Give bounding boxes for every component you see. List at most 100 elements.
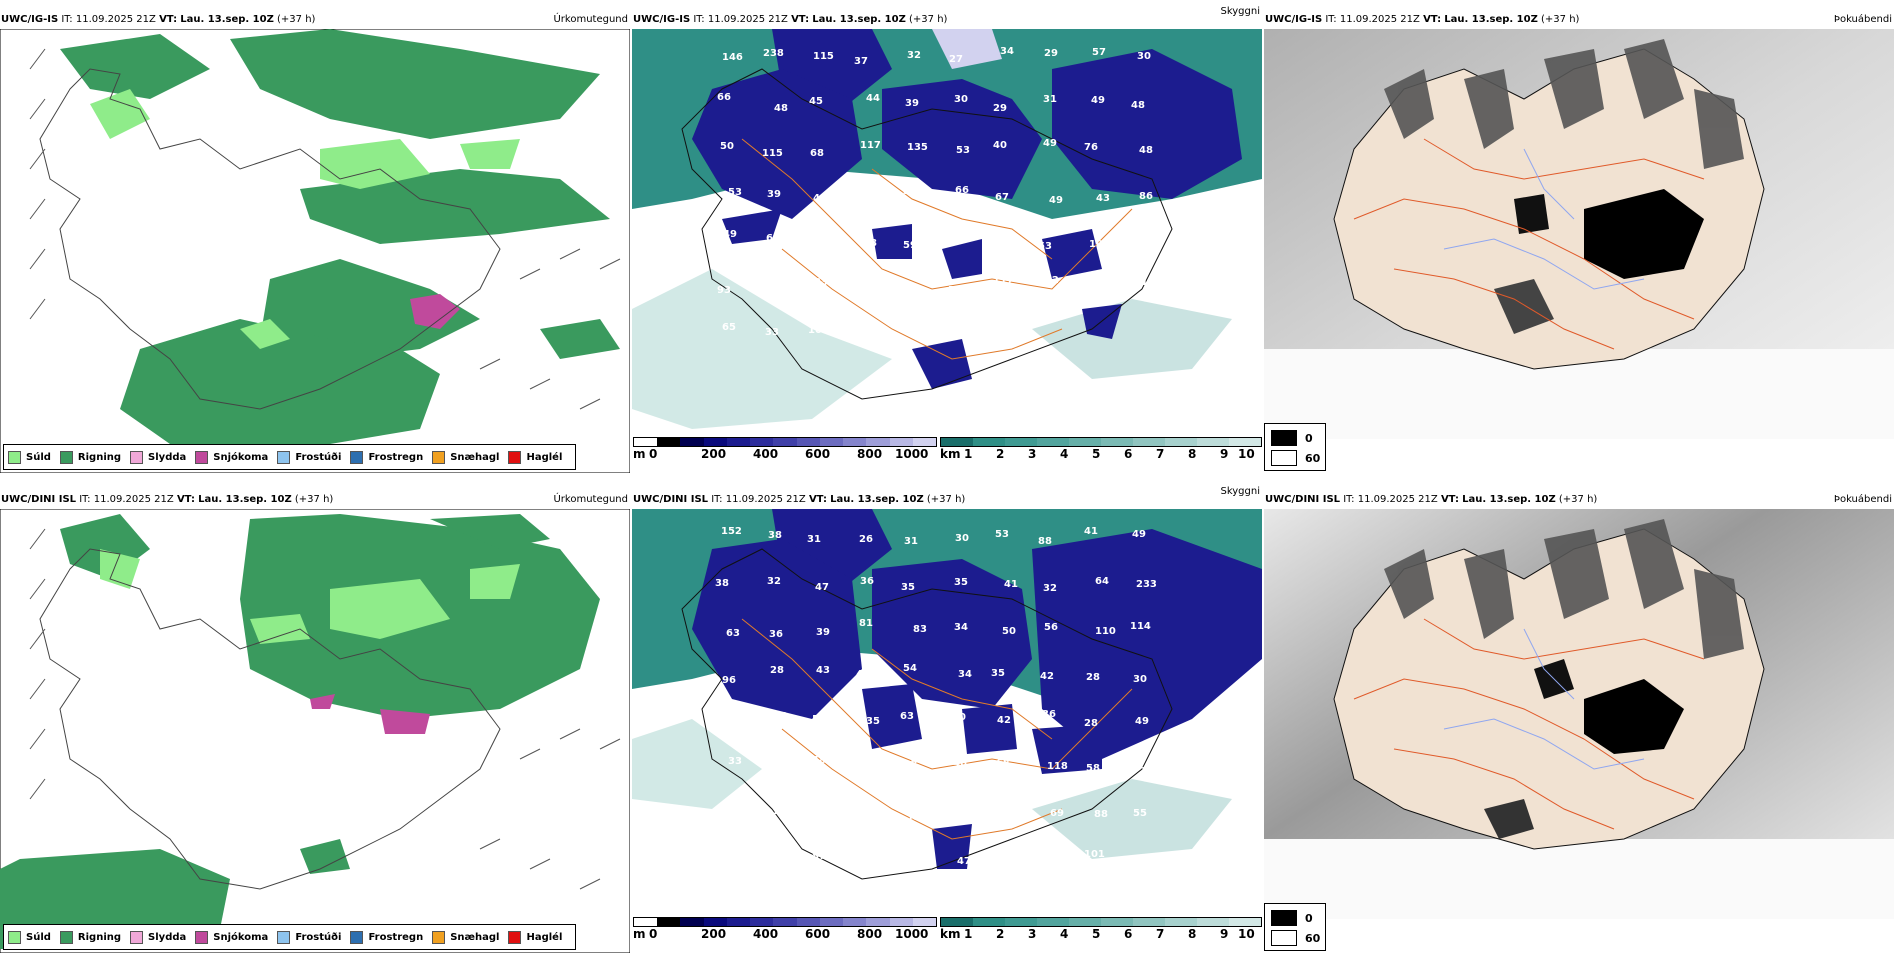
cloud-base-value: 49 bbox=[717, 856, 731, 867]
model-label: UWC/DINI ISL bbox=[1265, 494, 1341, 505]
fog-map[interactable] bbox=[1264, 509, 1894, 919]
cloud-base-value: 74 bbox=[773, 711, 787, 722]
cloud-base-value: 37 bbox=[854, 56, 868, 67]
model-label: UWC/IG-IS bbox=[1265, 14, 1323, 25]
cloud-base-value: 38 bbox=[715, 578, 729, 589]
cloud-base-value: 49 bbox=[1043, 138, 1057, 149]
cloud-base-value: 47 bbox=[957, 856, 971, 867]
legend-item: Súld bbox=[8, 450, 51, 464]
init-time: 11.09.2025 21Z bbox=[93, 494, 174, 505]
valid-time: Lau. 13.sep. 10Z bbox=[198, 494, 292, 505]
cloud-base-value: 135 bbox=[907, 142, 928, 153]
panel-header: UWC/IG-IS IT: 11.09.2025 21Z VT: Lau. 13… bbox=[632, 6, 1262, 29]
cloud-base-value: 152 bbox=[1038, 275, 1059, 286]
panel-title: Úrkomutegund bbox=[553, 14, 628, 25]
cloud-base-value: 207 bbox=[995, 803, 1016, 814]
cloud-base-value: 66 bbox=[955, 185, 969, 196]
cloud-base-value: 35 bbox=[1141, 766, 1155, 777]
panel-title: Úrkomutegund bbox=[553, 494, 628, 505]
cloud-base-value: 62 bbox=[766, 233, 780, 244]
cloud-base-value: 48 bbox=[812, 755, 826, 766]
cloud-base-value: 76 bbox=[1084, 142, 1098, 153]
cloud-base-value: 42 bbox=[855, 810, 869, 821]
lead-time: (+37 h) bbox=[1558, 494, 1598, 505]
legend-item: Slydda bbox=[130, 450, 186, 464]
cloud-base-value: 58 bbox=[1086, 763, 1100, 774]
cloud-base-value: 70 bbox=[952, 712, 966, 723]
cloud-base-panel-bottom: UWC/DINI ISL IT: 11.09.2025 21Z VT: Lau.… bbox=[632, 486, 1262, 953]
cloud-base-value: 49 bbox=[1135, 716, 1149, 727]
cloud-base-value: 238 bbox=[763, 48, 784, 59]
precip-map[interactable] bbox=[0, 29, 630, 473]
cloud-base-value: 36 bbox=[1134, 858, 1148, 869]
cloud-base-value: 133 bbox=[807, 277, 828, 288]
cloud-base-value: 115 bbox=[813, 51, 834, 62]
cloud-base-value: 26 bbox=[859, 534, 873, 545]
swatch-icon bbox=[350, 930, 364, 944]
precip-map[interactable] bbox=[0, 509, 630, 953]
fog-map[interactable] bbox=[1264, 29, 1894, 439]
cloud-base-colorbar bbox=[633, 437, 937, 447]
panel-header: UWC/IG-IS IT: 11.09.2025 21Z VT: Lau. 13… bbox=[1264, 11, 1894, 29]
cloud-base-value: 117 bbox=[860, 140, 881, 151]
cloud-base-value: 44 bbox=[910, 323, 924, 334]
valid-time: Lau. 13.sep. 10Z bbox=[180, 14, 274, 25]
cloud-base-value: 27 bbox=[949, 54, 963, 65]
swatch-icon bbox=[8, 930, 21, 944]
panel-title: Þokuábendi bbox=[1833, 14, 1892, 25]
cloud-base-value: 35 bbox=[991, 668, 1005, 679]
cloud-base-value: 110 bbox=[1095, 626, 1116, 637]
cloud-base-value: 43 bbox=[816, 665, 830, 676]
cloud-base-value: 32 bbox=[1043, 583, 1057, 594]
legend-item: Haglél bbox=[508, 450, 562, 464]
cloud-base-value: 34 bbox=[1000, 46, 1014, 57]
lead-time: (+37 h) bbox=[277, 14, 316, 25]
cloud-base-value: 46 bbox=[953, 758, 967, 769]
cloud-base-map[interactable]: 152 38 31 26 31 30 53 88 41 49 38 32 47 36 35 35 41 32 64 2… bbox=[632, 509, 1262, 919]
cloud-base-value: 30 bbox=[1137, 51, 1151, 62]
cloud-base-map[interactable]: 146 238 115 37 32 27 34 29 57 30 66 48 45 44 39 30 29 31 4… bbox=[632, 29, 1262, 439]
cloud-base-value: 45 bbox=[767, 758, 781, 769]
model-label: UWC/IG-IS bbox=[633, 14, 691, 25]
swatch-icon bbox=[432, 450, 446, 464]
cloud-base-value: 31 bbox=[723, 714, 737, 725]
cloud-base-value: 35 bbox=[866, 716, 880, 727]
cloud-base-value: 57 bbox=[1046, 852, 1060, 863]
panel-header: UWC/DINI ISL IT: 11.09.2025 21Z VT: Lau.… bbox=[632, 486, 1262, 509]
cloud-base-value: 28 bbox=[1086, 672, 1100, 683]
cloud-base-value: 47 bbox=[815, 582, 829, 593]
cloud-base-value: 43 bbox=[1096, 193, 1110, 204]
cloud-base-value: 53 bbox=[1038, 241, 1052, 252]
cloud-base-value: 31 bbox=[807, 534, 821, 545]
cloud-base-value: 83 bbox=[901, 852, 915, 863]
init-time: 11.09.2025 21Z bbox=[1339, 14, 1420, 25]
cloud-base-value: 159 bbox=[772, 806, 793, 817]
cloud-base-value: 54 bbox=[855, 764, 869, 775]
cloud-base-value: 40 bbox=[993, 140, 1007, 151]
cloud-base-value: 53 bbox=[812, 714, 826, 725]
cloud-base-value: 59 bbox=[948, 285, 962, 296]
cloud-base-value: 28 bbox=[1084, 718, 1098, 729]
cloud-base-value: 83 bbox=[913, 624, 927, 635]
cloud-base-value: 36 bbox=[860, 576, 874, 587]
panel-title: Skyggni bbox=[1220, 6, 1260, 17]
model-label: UWC/IG-IS bbox=[1, 14, 59, 25]
cloud-base-value: 100 bbox=[808, 325, 829, 336]
cloud-base-value: 36 bbox=[1042, 709, 1056, 720]
cloud-base-value: 49 bbox=[723, 229, 737, 240]
cloud-base-value: 50 bbox=[1002, 626, 1016, 637]
cloud-base-value: 30 bbox=[1133, 674, 1147, 685]
swatch-icon bbox=[195, 930, 209, 944]
lead-time: (+37 h) bbox=[909, 14, 948, 25]
cloud-base-value: 34 bbox=[958, 669, 972, 680]
swatch-icon bbox=[277, 450, 291, 464]
swatch-icon bbox=[508, 930, 522, 944]
swatch-icon bbox=[8, 450, 21, 464]
cloud-base-value: 87 bbox=[812, 851, 826, 862]
swatch-icon bbox=[1271, 450, 1297, 466]
cloud-base-value: 79 bbox=[1137, 235, 1151, 246]
cloud-base-value: 64 bbox=[1095, 576, 1109, 587]
fog-indicator-panel-top: UWC/IG-IS IT: 11.09.2025 21Z VT: Lau. 13… bbox=[1264, 11, 1894, 473]
cloud-base-value: 146 bbox=[722, 52, 743, 63]
cloud-base-value: 29 bbox=[1044, 48, 1058, 59]
